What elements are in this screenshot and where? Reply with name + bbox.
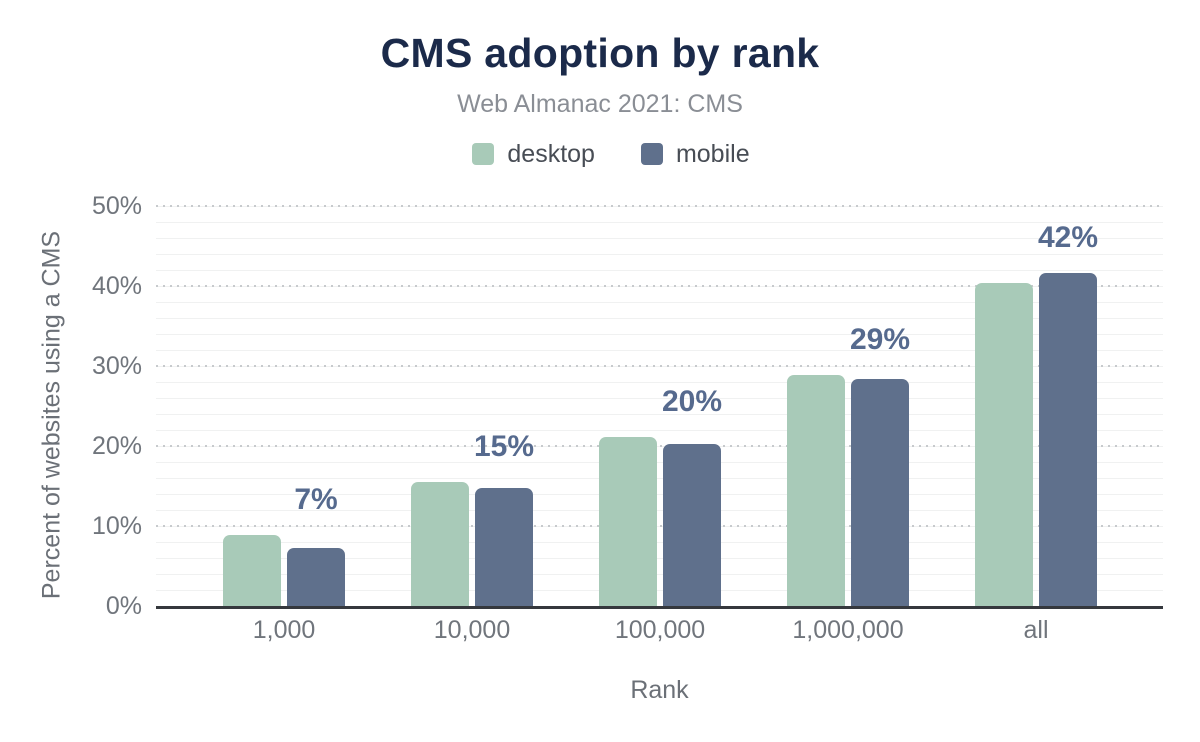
chart-subtitle: Web Almanac 2021: CMS bbox=[457, 90, 743, 118]
x-axis-tick-label: 1,000,000 bbox=[792, 616, 904, 644]
bar-desktop[interactable] bbox=[599, 437, 657, 606]
y-axis-tick-label: 50% bbox=[91, 192, 142, 220]
bar-value-label: 42% bbox=[1037, 221, 1099, 255]
y-axis-tick-label: 0% bbox=[105, 592, 142, 620]
bar-desktop[interactable] bbox=[411, 482, 469, 606]
bar-value-label: 7% bbox=[294, 482, 338, 516]
y-axis-tick-label: 40% bbox=[91, 272, 142, 300]
gridline-major bbox=[156, 205, 1163, 207]
x-axis-line bbox=[156, 606, 1163, 609]
legend-item-desktop[interactable]: desktop bbox=[472, 140, 595, 169]
bar-mobile[interactable] bbox=[475, 487, 533, 606]
bar-mobile[interactable] bbox=[663, 443, 721, 606]
legend-label: mobile bbox=[675, 139, 750, 168]
x-axis-title: Rank bbox=[630, 676, 689, 704]
x-axis-tick-label: all bbox=[1023, 616, 1049, 644]
x-axis-tick-label: 100,000 bbox=[614, 616, 706, 644]
legend-swatch-desktop bbox=[472, 143, 495, 165]
x-axis-tick-label: 1,000 bbox=[252, 616, 316, 644]
legend-item-mobile[interactable]: mobile bbox=[640, 139, 750, 169]
chart-title: CMS adoption by rank bbox=[380, 30, 820, 76]
y-axis-tick-label: 30% bbox=[91, 352, 142, 380]
legend: desktop mobile bbox=[0, 139, 1200, 169]
bar-desktop[interactable] bbox=[975, 282, 1033, 606]
bar-desktop[interactable] bbox=[787, 374, 845, 606]
gridline-major bbox=[156, 365, 1163, 367]
bar-value-label: 15% bbox=[473, 430, 535, 463]
bar-value-label: 29% bbox=[849, 322, 911, 356]
legend-swatch-mobile bbox=[640, 143, 663, 165]
bar-desktop[interactable] bbox=[223, 534, 281, 606]
gridline-major bbox=[156, 525, 1163, 527]
bar-mobile[interactable] bbox=[287, 547, 345, 606]
bar-mobile[interactable] bbox=[851, 378, 909, 606]
gridline-major bbox=[156, 285, 1163, 287]
y-axis-tick-label: 20% bbox=[91, 432, 142, 460]
bar-value-label: 20% bbox=[661, 385, 723, 419]
gridline-major bbox=[156, 445, 1163, 447]
x-axis-tick-label: 10,000 bbox=[433, 616, 511, 644]
bar-mobile[interactable] bbox=[1039, 273, 1097, 606]
y-axis-tick-label: 10% bbox=[91, 512, 142, 540]
legend-label: desktop bbox=[507, 139, 595, 168]
